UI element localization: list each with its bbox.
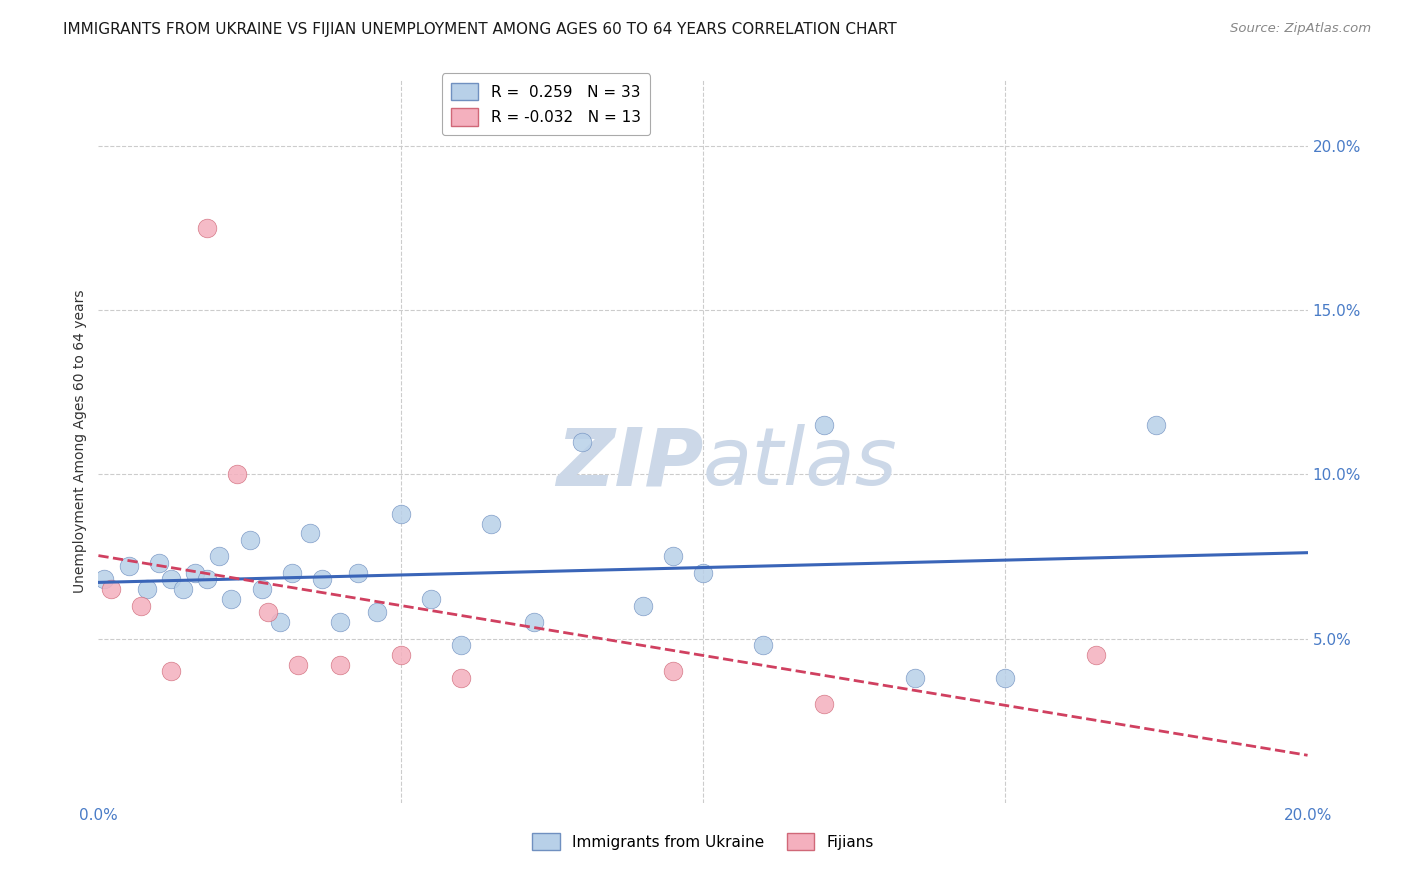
Point (281, 566, 304, 580)
Point (450, 671, 472, 685)
Point (329, 615, 352, 630)
Point (195, 221, 218, 235)
Point (1144, 418, 1167, 433)
Point (994, 671, 1017, 685)
Point (135, 582, 157, 597)
Text: atlas: atlas (703, 425, 898, 502)
Point (287, 657, 309, 672)
Point (1085, 648, 1108, 662)
Point (239, 533, 262, 547)
Point (250, 582, 273, 597)
Point (347, 566, 370, 580)
Point (904, 671, 927, 685)
Point (269, 615, 291, 630)
Point (661, 549, 683, 564)
Point (571, 434, 593, 449)
Point (221, 592, 243, 607)
Point (299, 526, 322, 541)
Legend: Immigrants from Ukraine, Fijians: Immigrants from Ukraine, Fijians (526, 827, 880, 856)
Point (226, 467, 249, 482)
Point (329, 657, 352, 672)
Point (813, 418, 835, 433)
Point (523, 615, 546, 630)
Point (389, 507, 412, 521)
Point (256, 605, 278, 619)
Point (420, 592, 443, 607)
Point (389, 648, 412, 662)
Text: Source: ZipAtlas.com: Source: ZipAtlas.com (1230, 22, 1371, 36)
Point (752, 638, 775, 652)
Point (692, 566, 714, 580)
Point (208, 549, 231, 564)
Point (481, 516, 503, 531)
Point (184, 566, 207, 580)
Point (631, 599, 654, 613)
Point (661, 665, 683, 679)
Point (93, 573, 115, 587)
Point (148, 556, 170, 570)
Text: ZIP: ZIP (555, 425, 703, 502)
Point (118, 559, 141, 574)
Point (100, 582, 122, 597)
Point (160, 665, 183, 679)
Point (160, 573, 183, 587)
Point (813, 698, 835, 712)
Point (311, 573, 333, 587)
Point (129, 599, 152, 613)
Point (450, 638, 472, 652)
Point (172, 582, 194, 597)
Point (195, 573, 218, 587)
Point (366, 605, 388, 619)
Y-axis label: Unemployment Among Ages 60 to 64 years: Unemployment Among Ages 60 to 64 years (73, 290, 87, 593)
Text: IMMIGRANTS FROM UKRAINE VS FIJIAN UNEMPLOYMENT AMONG AGES 60 TO 64 YEARS CORRELA: IMMIGRANTS FROM UKRAINE VS FIJIAN UNEMPL… (63, 22, 897, 37)
